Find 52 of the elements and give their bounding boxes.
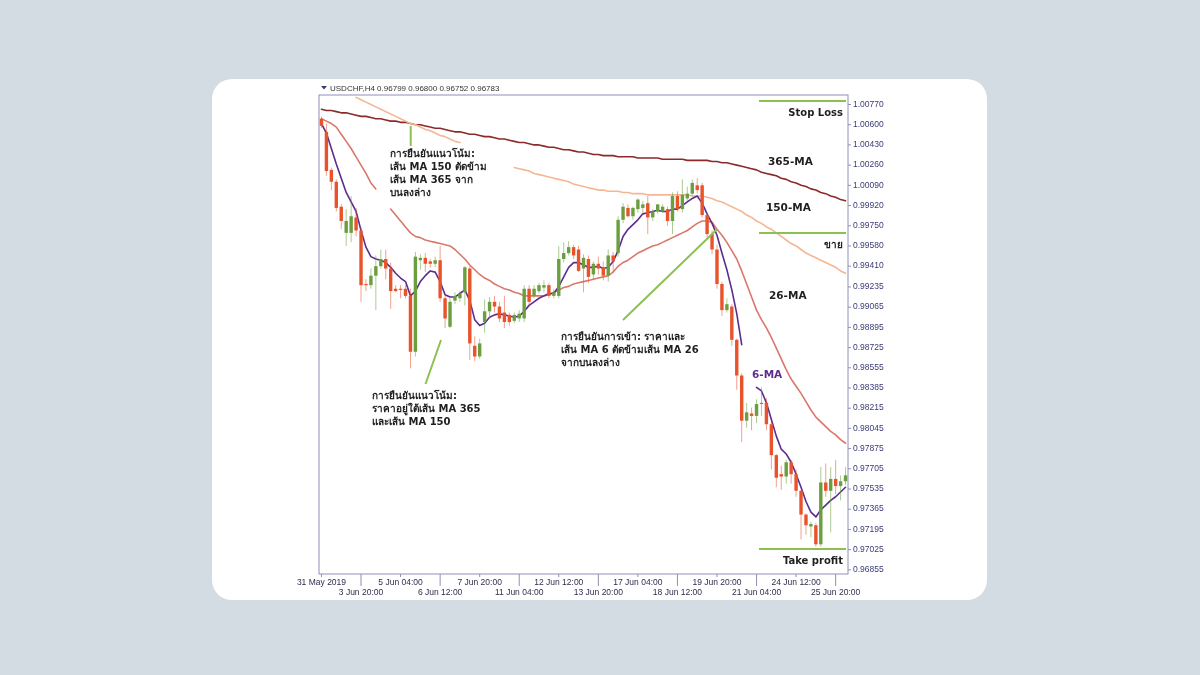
y-tick-label: 0.97705 [853,463,884,474]
y-tick-label: 0.99580 [853,240,884,251]
y-tick-label: 0.98385 [853,382,884,393]
x-tick-label: 17 Jun 04:00 [613,577,663,587]
x-tick-label: 6 Jun 12:00 [417,586,463,597]
y-tick-label: 1.00090 [853,179,884,190]
ref-line-label: Stop Loss [788,106,844,118]
y-tick-label: 0.96855 [853,564,884,575]
x-tick-label: 31 May 2019 [296,577,347,587]
x-tick-label: 19 Jun 20:00 [692,577,742,587]
annotation: การยืนยันแนวโน้ม: ราคาอยู่ใต้เส้น MA 365 และเส้น MA 150 [372,389,481,427]
candlestick [725,297,729,314]
ref-line-label: ขาย [824,238,843,250]
series-label: 365-MA [768,155,814,167]
x-tick-label: 21 Jun 04:00 [731,586,782,597]
y-tick-label: 0.97875 [853,442,884,453]
y-tick-label: 0.97195 [853,523,884,534]
series-label: 150-MA [766,201,812,213]
x-tick-label: 11 Jun 04:00 [494,586,544,597]
y-tick-label: 0.98555 [853,362,884,373]
x-tick-label: 5 Jun 04:00 [378,577,424,587]
y-tick-label: 0.98045 [853,422,884,433]
series-label: 6-MA [752,368,784,380]
x-tick-label: 7 Jun 20:00 [457,577,503,587]
y-tick-label: 0.97025 [853,543,884,554]
y-tick-label: 0.98215 [853,402,884,413]
y-tick-label: 0.99065 [853,301,884,312]
y-tick-label: 0.97535 [853,483,884,494]
y-tick-label: 1.00600 [853,118,884,129]
ref-line-label: Take profit [782,555,844,567]
chart-title: USDCHF,H4 0.96799 0.96800 0.96752 0.96783 [330,84,501,93]
annotation: การยืนยันแนวโน้ม: เส้น MA 150 ตัดข้าม เส้น MA 365 จาก บนลงล่าง [390,147,488,198]
x-tick-label: 13 Jun 20:00 [573,586,624,597]
y-tick-label: 0.98895 [853,321,884,332]
y-tick-label: 0.99235 [853,281,884,292]
x-tick-label: 12 Jun 12:00 [534,577,584,587]
x-tick-label: 18 Jun 12:00 [652,586,703,597]
x-tick-label: 24 Jun 12:00 [771,577,821,587]
y-tick-label: 1.00430 [853,139,884,150]
y-tick-label: 0.97365 [853,503,884,514]
y-tick-label: 0.99750 [853,219,884,230]
y-tick-label: 1.00770 [853,98,884,109]
y-tick-label: 0.99920 [853,199,884,210]
series-label: 26-MA [769,289,808,301]
x-tick-label: 25 Jun 20:00 [811,586,861,597]
line-series [320,108,847,202]
x-tick-label: 3 Jun 20:00 [338,586,384,597]
annotation: การยืนยันการเข้า: ราคาและ เส้น MA 6 ตัดข้ามเส้น MA 26 จากบนลงล่าง [561,331,699,368]
candlestick [809,521,813,538]
y-tick-label: 0.99410 [853,260,884,271]
y-tick-label: 1.00260 [853,159,884,170]
y-tick-label: 0.98725 [853,341,884,352]
